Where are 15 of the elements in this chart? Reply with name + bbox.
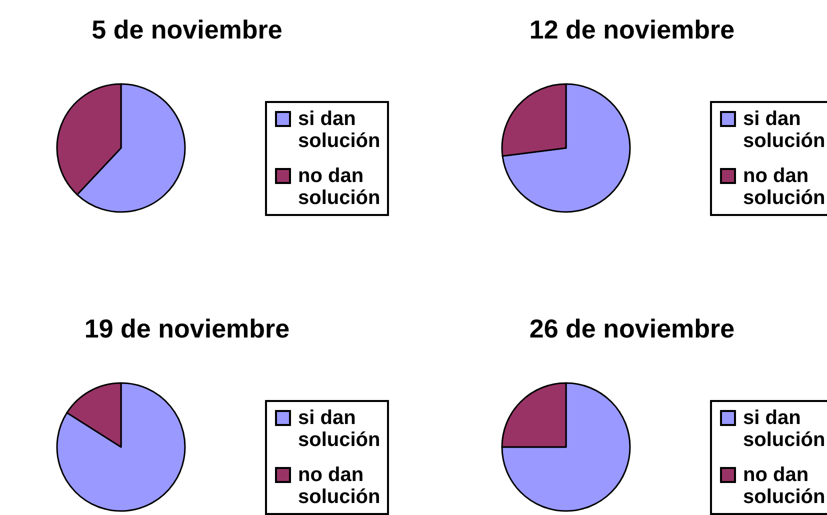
legend-label: no dan solución — [743, 165, 826, 209]
legend-label: no dan solución — [298, 464, 380, 508]
pie-slice — [56, 382, 186, 512]
legend-label: si dan solución — [743, 407, 826, 451]
chart-title: 26 de noviembre — [529, 313, 735, 344]
chart-title: 19 de noviembre — [84, 313, 290, 344]
legend-label: no dan solución — [298, 165, 380, 209]
pie-slice — [502, 83, 631, 213]
chart-title: 5 de noviembre — [92, 14, 282, 44]
legend-label: si dan solución — [298, 407, 380, 451]
chart-title: 12 de noviembre — [529, 14, 735, 44]
pie-slice — [501, 382, 631, 512]
legend-label: si dan solución — [298, 108, 380, 152]
legend-label: no dan solución — [743, 464, 826, 508]
legend-label: si dan solución — [743, 108, 826, 152]
